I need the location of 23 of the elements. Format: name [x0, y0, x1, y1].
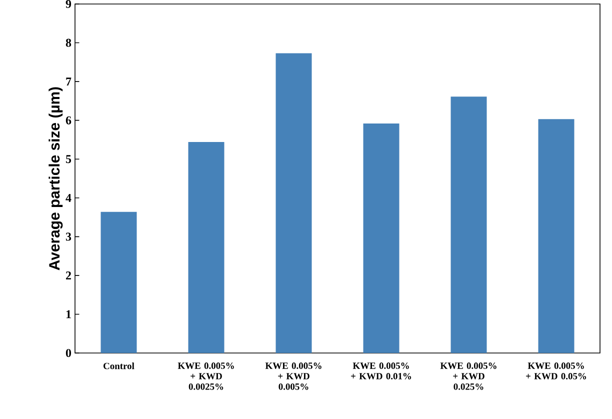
x-tick-label: KWE 0.005% + KWD 0.005%	[265, 362, 322, 390]
y-tick-label: 3	[66, 232, 72, 241]
y-tick-label: 7	[66, 78, 72, 86]
y-axis-title: Average particle size (µm)	[48, 87, 63, 270]
x-tick-label: KWE 0.005% + KWD 0.05%	[526, 362, 586, 380]
x-tick-label: Control	[104, 362, 134, 370]
y-tick-label: 6	[66, 116, 72, 124]
y-tick-label: 9	[66, 0, 72, 8]
y-tick-label: 5	[66, 155, 72, 164]
x-tick-label: KWE 0.005% + KWD 0.025%	[440, 362, 496, 390]
y-tick-label: 8	[66, 38, 72, 47]
x-tick-label: KWE 0.005% + KWD 0.01%	[351, 362, 412, 380]
y-tick-label: 0	[66, 348, 72, 358]
y-tick-label: 1	[66, 310, 71, 318]
bar	[363, 123, 400, 353]
bar	[538, 119, 574, 353]
bar	[276, 53, 312, 353]
y-tick-label: 2	[66, 271, 71, 280]
y-tick-label: 4	[66, 194, 72, 202]
x-tick-label: KWE 0.005% + KWD 0.0025%	[178, 362, 234, 390]
bar	[100, 212, 137, 353]
bar	[188, 142, 224, 353]
bar	[450, 96, 487, 353]
